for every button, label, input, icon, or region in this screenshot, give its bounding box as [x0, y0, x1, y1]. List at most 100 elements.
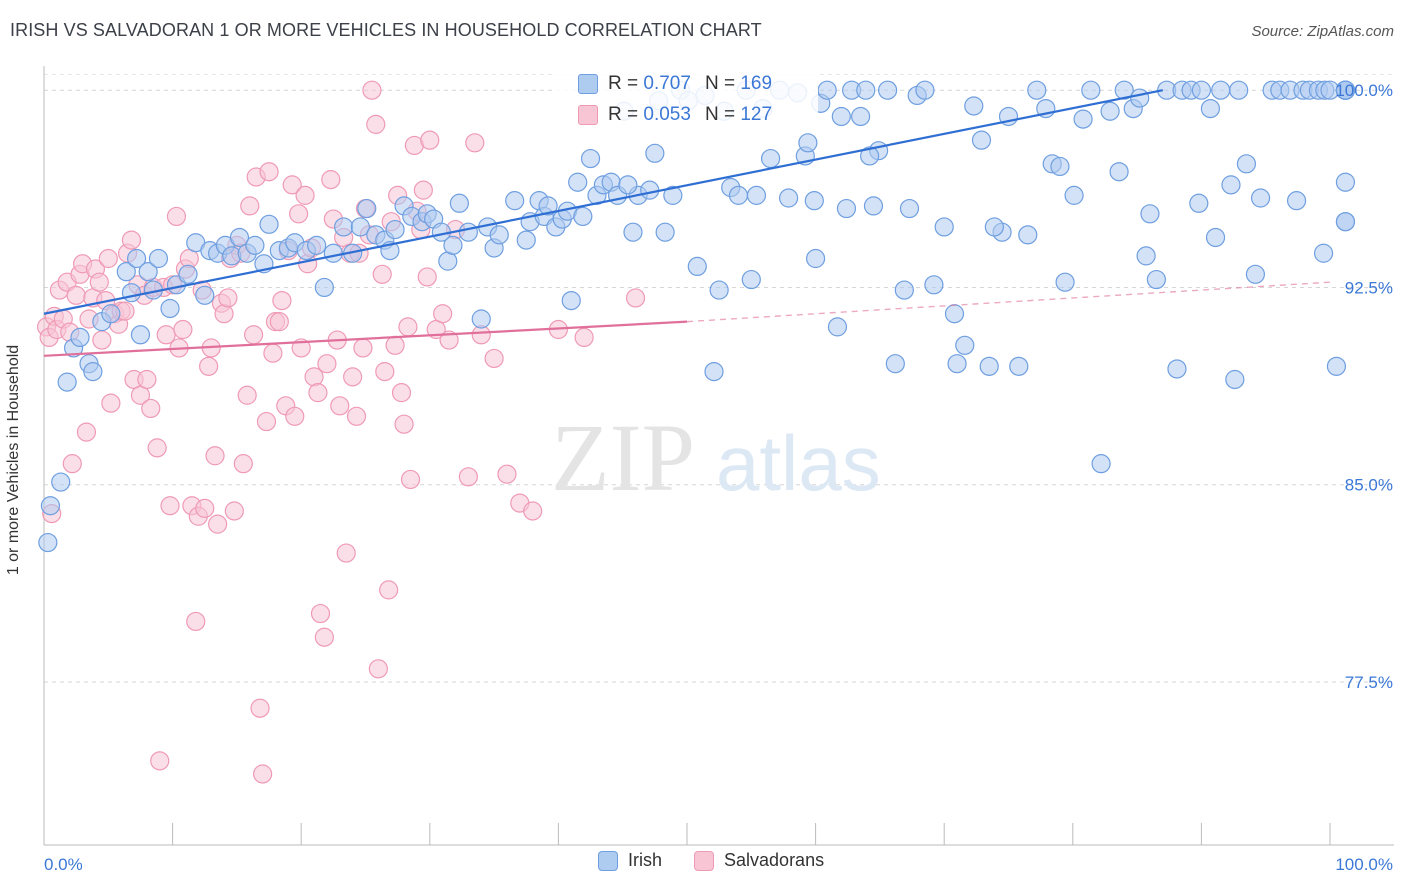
irish-point [856, 80, 876, 100]
salvadoran-point [295, 185, 315, 205]
irish-point [863, 196, 884, 216]
irish-point [259, 214, 279, 234]
irish-point [804, 191, 824, 211]
irish-point [618, 175, 638, 195]
irish-point [1205, 227, 1226, 248]
irish-point [817, 80, 837, 100]
salvadoran-point [343, 367, 363, 387]
irish-point [38, 532, 58, 553]
irish-point [885, 354, 905, 374]
salvadoran-point [398, 317, 418, 337]
irish-point [580, 148, 601, 169]
irish-point [746, 185, 767, 205]
irish-point [471, 309, 491, 329]
stats-row-irish: R = 0.707 N = 169 [556, 68, 818, 99]
irish-point [101, 304, 121, 324]
irish-point [568, 172, 588, 192]
salvadoran-point [208, 514, 228, 534]
watermark-zip: ZIP [551, 404, 695, 511]
tick-labels: 100.0% 92.5% 85.0% 77.5% 0.0% 100.0% [44, 81, 1393, 874]
salvadoran-point [420, 130, 440, 150]
legend-swatch-irish [598, 850, 618, 871]
salvadoran-point [523, 501, 543, 521]
irish-point [1136, 246, 1156, 266]
irish-point [1229, 80, 1249, 100]
irish-point [126, 248, 147, 269]
salvadoran-point [394, 414, 414, 434]
irish-point [964, 96, 984, 116]
irish-point [83, 362, 103, 382]
irish-point [971, 130, 992, 150]
irish-point [979, 356, 999, 376]
salvadoran-point [92, 330, 112, 350]
irish-point [1221, 175, 1241, 195]
salvadoran-point [458, 467, 478, 487]
salvadoran-point [321, 170, 341, 190]
irish-point [1091, 454, 1111, 474]
salvadoran-point [317, 354, 337, 374]
salvadoran-point [336, 543, 356, 563]
irish-point [640, 180, 660, 200]
salvadoran-point [141, 398, 161, 419]
salvadoran-point [76, 422, 97, 442]
salvadoran-point [259, 162, 279, 182]
irish-point [314, 277, 334, 298]
salvadoran-point [269, 312, 289, 332]
irish-point [728, 185, 749, 205]
irish-point [505, 191, 525, 211]
salvadoran-point [465, 133, 485, 153]
irish-point [944, 304, 965, 324]
irish-point [760, 148, 781, 169]
salvadoran-point [263, 343, 283, 363]
salvadoran-trend-extension [686, 281, 1331, 323]
y-tick-label: 85.0% [1345, 476, 1393, 495]
irish-point [1189, 193, 1209, 213]
irish-point [148, 248, 169, 269]
irish-point [307, 235, 327, 255]
irish-r-label: R = [608, 72, 639, 94]
salvadoran-point [346, 406, 367, 426]
legend-item-salvadoran[interactable]: Salvadorans [694, 850, 824, 871]
salvadoran-point [98, 248, 118, 269]
legend-item-irish[interactable]: Irish [598, 850, 662, 871]
irish-n-label: N = [704, 72, 736, 94]
irish-point [915, 80, 935, 100]
irish-point [229, 227, 250, 248]
salvadoran-point [244, 325, 264, 345]
irish-point [663, 185, 683, 205]
irish-point [1191, 80, 1212, 100]
salvadoran-point [314, 627, 334, 647]
irish-swatch [578, 73, 598, 94]
salvadoran-point [237, 385, 257, 405]
irish-point [894, 280, 914, 300]
chart-source: Source: ZipAtlas.com [1251, 23, 1394, 40]
trend-lines [43, 89, 1331, 357]
salvadoran-point [199, 356, 219, 376]
irish-point [1236, 154, 1257, 174]
irish-point [70, 327, 90, 348]
irish-point [645, 143, 665, 163]
irish-point [138, 262, 158, 282]
irish-point [1018, 225, 1038, 245]
irish-point [924, 275, 944, 295]
salvadoran-point [385, 335, 405, 355]
irish-point [350, 217, 370, 237]
irish-point [1064, 185, 1084, 205]
salvadoran-point [147, 438, 167, 458]
irish-point [805, 248, 826, 269]
chart-title: IRISH VS SALVADORAN 1 OR MORE VEHICLES I… [10, 20, 762, 40]
irish-point [934, 217, 954, 237]
salvadoran-point [625, 288, 646, 308]
salvadoran-point [484, 348, 504, 369]
legend: Irish Salvadorans [598, 850, 848, 871]
irish-point [1335, 172, 1356, 192]
salvadoran-point [310, 603, 331, 624]
irish-point [1335, 212, 1356, 232]
salvadoran-point [433, 304, 453, 324]
irish-point [1073, 109, 1093, 129]
salvadoran-trend-line [43, 320, 688, 357]
y-tick-label: 100.0% [1335, 81, 1393, 100]
irish-point [57, 372, 77, 392]
irish-point [798, 133, 818, 153]
salvadoran-r-value: 0.053 [643, 103, 691, 125]
